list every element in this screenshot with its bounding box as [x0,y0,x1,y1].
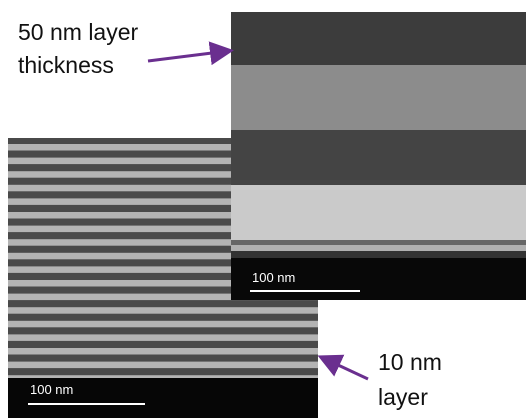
scale-bar-label: 100 nm [252,270,295,285]
light-layer [8,307,318,314]
annotation-line: 10 nm [378,349,442,375]
annotation-line: 50 nm layer [18,19,139,45]
light-layer [8,362,318,369]
annotation-line: thickness [18,52,114,78]
arrow [323,358,368,379]
layer [231,12,526,65]
scale-bar-label: 100 nm [30,382,73,397]
layer [231,240,526,245]
layer [231,185,526,240]
light-layer [8,321,318,328]
layer [231,251,526,258]
layer [231,65,526,130]
figure: 100 nm 100 nm 50 nm layer thickness 10 n… [0,0,526,418]
tem-image-thick-layers: 100 nm [231,12,526,300]
layer [231,130,526,185]
layer [231,245,526,251]
light-layer [8,348,318,355]
arrow [148,51,228,61]
light-layer [8,334,318,341]
annotation-line: layer [378,384,428,410]
